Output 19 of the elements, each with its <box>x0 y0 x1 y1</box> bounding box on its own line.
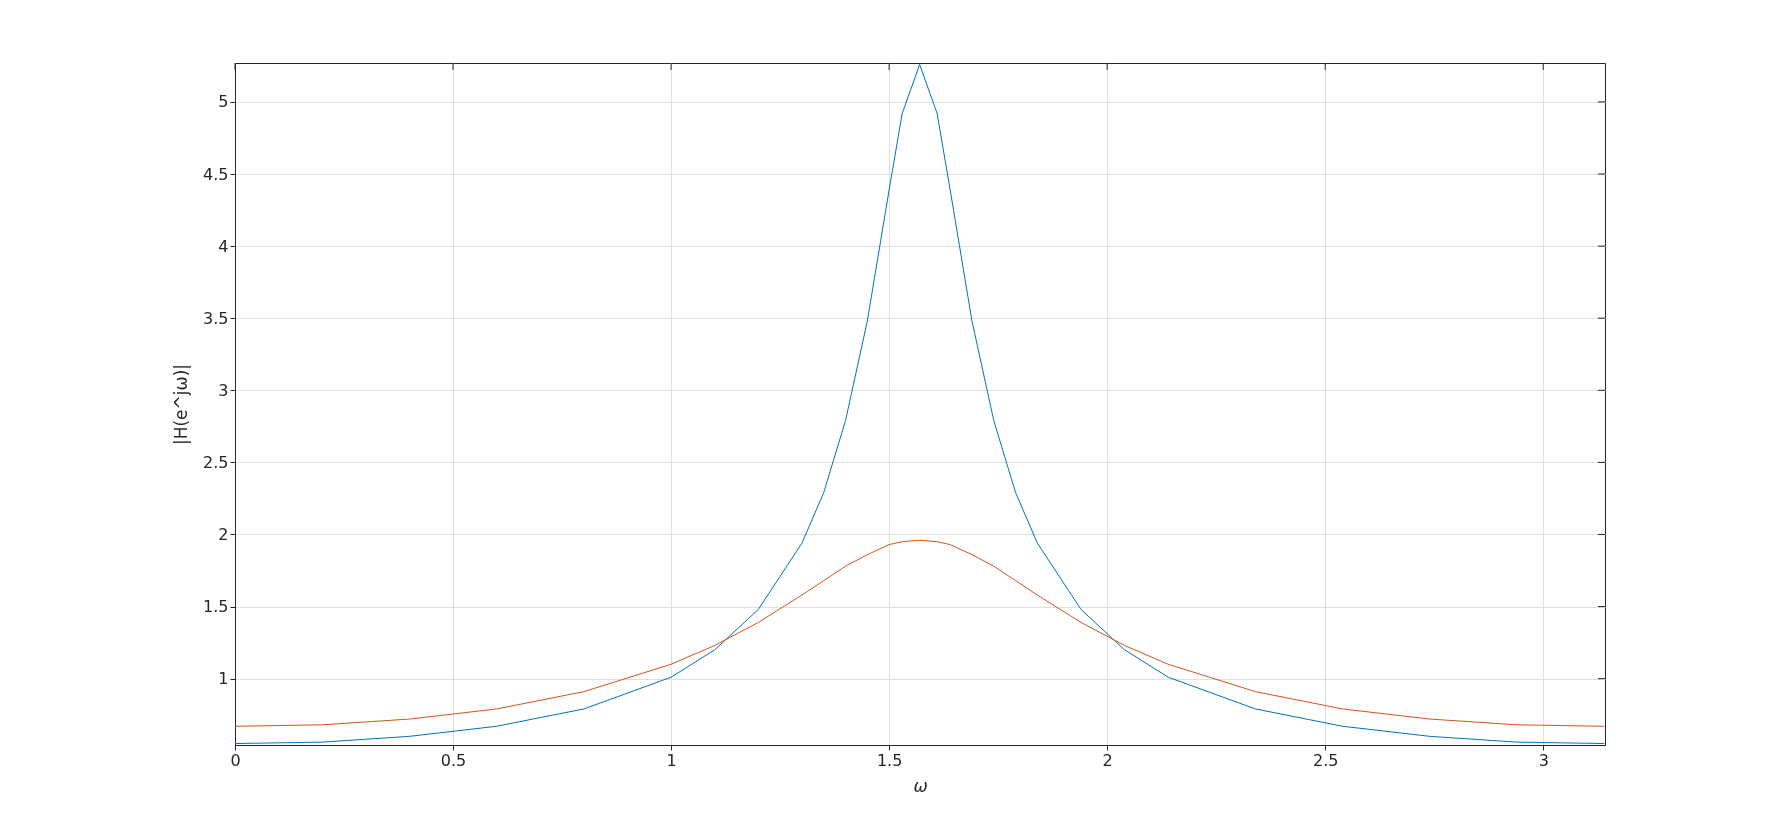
y-tick-label: 3 <box>218 380 229 400</box>
y-tick-label: 4.5 <box>203 164 229 184</box>
y-tick-label: 4 <box>218 236 229 256</box>
x-tick-label: 1 <box>666 750 677 770</box>
y-tick-label: 2 <box>218 524 229 544</box>
line-series <box>234 539 1605 727</box>
x-tick-label: 0.5 <box>440 750 467 770</box>
x-tick-label: 1.5 <box>876 750 903 770</box>
y-tick-label: 2.5 <box>203 452 229 472</box>
x-tick-label: 0 <box>230 750 241 770</box>
y-tick-label: 1.5 <box>203 597 229 617</box>
y-axis-title: |H(e^jω)| <box>171 363 192 446</box>
x-axis-title: ω <box>913 775 928 796</box>
x-tick-label: 2 <box>1102 750 1113 770</box>
x-tick-label: 2.5 <box>1312 750 1339 770</box>
y-tick-label: 3.5 <box>203 308 229 328</box>
y-tick-label: 5 <box>218 92 229 112</box>
y-tick-label: 1 <box>218 669 229 689</box>
x-tick-label: 3 <box>1538 750 1549 770</box>
